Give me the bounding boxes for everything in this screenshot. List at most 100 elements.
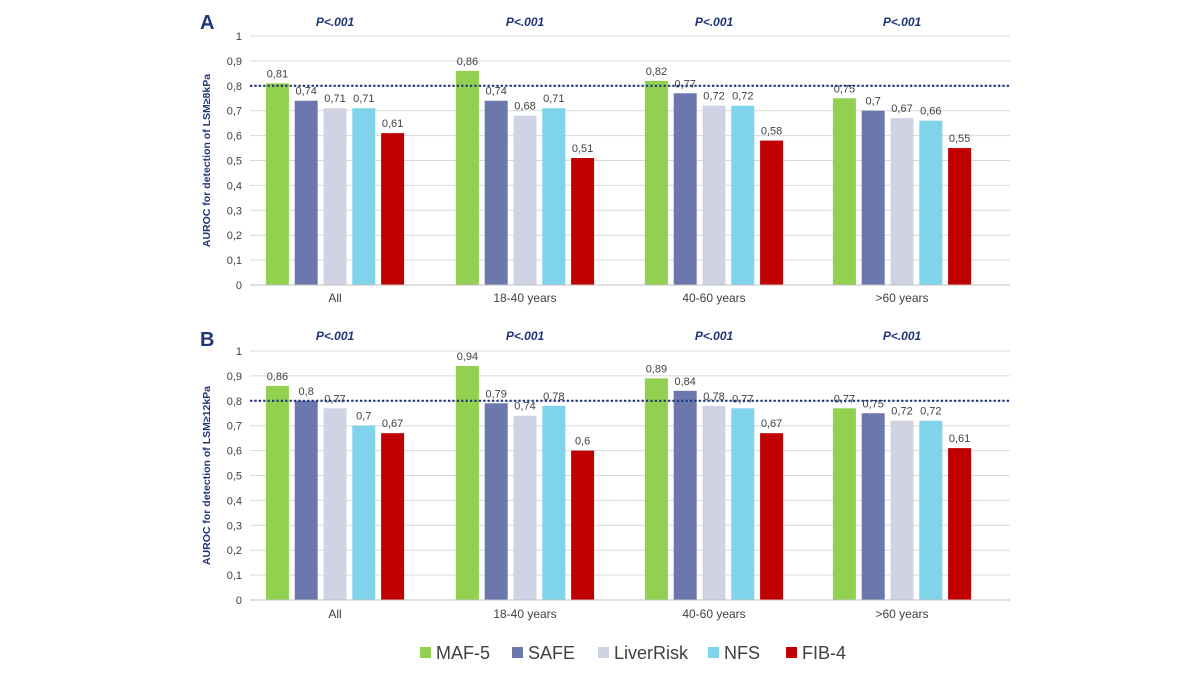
data-label: 0,84 <box>674 376 695 388</box>
bar-liverrisk <box>890 118 914 285</box>
data-label: 0,51 <box>572 143 593 155</box>
bar-maf-5 <box>265 385 289 600</box>
bar-nfs <box>731 408 755 600</box>
legend-label: SAFE <box>528 643 575 663</box>
legend-label: FIB-4 <box>802 643 846 663</box>
data-label: 0,67 <box>761 418 782 430</box>
data-label: 0,77 <box>732 393 753 405</box>
x-category-label: 40-60 years <box>682 607 745 621</box>
y-tick-label: 0,1 <box>227 570 242 582</box>
bar-liverrisk <box>323 108 347 286</box>
bar-safe <box>861 110 885 285</box>
data-label: 0,74 <box>295 86 316 98</box>
data-label: 0,68 <box>514 101 535 113</box>
bar-safe <box>673 390 697 600</box>
y-axis-label: AUROC for detection of LSM≥12kPa <box>201 386 213 565</box>
data-label: 0,77 <box>834 393 855 405</box>
x-category-label: >60 years <box>875 607 928 621</box>
panel-label: A <box>200 12 214 34</box>
y-tick-label: 0,2 <box>227 230 242 242</box>
p-value-label: P<.001 <box>883 15 922 29</box>
y-tick-label: 0,8 <box>227 81 242 93</box>
y-tick-label: 0,1 <box>227 255 242 267</box>
data-label: 0,7 <box>866 96 881 108</box>
y-tick-label: 0,7 <box>227 106 242 118</box>
data-label: 0,8 <box>299 386 314 398</box>
bar-fib-4 <box>571 158 595 285</box>
y-tick-label: 1 <box>236 31 242 43</box>
data-label: 0,74 <box>514 401 535 413</box>
bar-safe <box>673 93 697 286</box>
data-label: 0,55 <box>949 133 970 145</box>
bar-nfs <box>731 105 755 285</box>
bar-fib-4 <box>571 450 595 600</box>
data-label: 0,71 <box>324 93 345 105</box>
legend-label: NFS <box>724 643 760 663</box>
bar-fib-4 <box>381 133 405 285</box>
bar-safe <box>484 403 508 600</box>
y-tick-label: 0 <box>236 595 242 607</box>
y-tick-label: 0,6 <box>227 446 242 458</box>
data-label: 0,81 <box>267 68 288 80</box>
p-value-label: P<.001 <box>883 329 922 343</box>
bar-nfs <box>919 120 943 285</box>
bar-nfs <box>542 405 566 600</box>
bar-liverrisk <box>513 115 537 286</box>
chart-panel-a: 0 0,1 0,2 0,3 0,4 0,5 0,6 0,7 0,8 0,9 1 A AUROC for … <box>200 12 1010 305</box>
p-value-label: P<.001 <box>506 15 545 29</box>
data-label: 0,72 <box>703 91 724 103</box>
data-label: 0,67 <box>382 418 403 430</box>
legend-swatch-safe <box>512 647 523 658</box>
legend-swatch-liverrisk <box>598 647 609 658</box>
p-value-label: P<.001 <box>506 329 545 343</box>
y-tick-label: 0,3 <box>227 205 242 217</box>
bar-liverrisk <box>890 420 914 600</box>
x-category-label: >60 years <box>875 291 928 305</box>
data-label: 0,67 <box>891 103 912 115</box>
x-category-label: 18-40 years <box>493 291 556 305</box>
y-tick-label: 0,3 <box>227 520 242 532</box>
y-tick-label: 0,4 <box>227 495 242 507</box>
bar-maf-5 <box>832 408 856 600</box>
bar-maf-5 <box>832 98 856 285</box>
y-tick-label: 0,9 <box>227 371 242 383</box>
data-label: 0,74 <box>485 86 506 98</box>
p-value-label: P<.001 <box>316 15 355 29</box>
legend-swatch-maf-5 <box>420 647 431 658</box>
data-label: 0,61 <box>949 433 970 445</box>
y-tick-label: 0,6 <box>227 131 242 143</box>
bar-safe <box>294 100 318 286</box>
data-label: 0,82 <box>646 66 667 78</box>
bar-nfs <box>919 420 943 600</box>
y-tick-label: 0,4 <box>227 180 242 192</box>
data-label: 0,58 <box>761 126 782 138</box>
bar-nfs <box>542 108 566 286</box>
bar-liverrisk <box>702 105 726 285</box>
data-label: 0,71 <box>353 93 374 105</box>
data-label: 0,72 <box>732 91 753 103</box>
bar-safe <box>294 400 318 600</box>
x-category-label: 18-40 years <box>493 607 556 621</box>
bar-nfs <box>352 108 376 286</box>
y-tick-label: 1 <box>236 346 242 358</box>
x-category-label: All <box>328 607 341 621</box>
legend-swatch-nfs <box>708 647 719 658</box>
data-label: 0,79 <box>485 388 506 400</box>
bar-fib-4 <box>760 140 784 285</box>
data-label: 0,72 <box>920 406 941 418</box>
y-axis-label: AUROC for detection of LSM≥8kPa <box>201 74 213 247</box>
y-tick-label: 0,8 <box>227 396 242 408</box>
y-tick-label: 0,5 <box>227 471 242 483</box>
bar-maf-5 <box>455 70 479 285</box>
legend-label: LiverRisk <box>614 643 689 663</box>
chart-panel-b: 0 0,1 0,2 0,3 0,4 0,5 0,6 0,7 0,8 0,9 1 B AUROC for … <box>200 329 1010 621</box>
data-label: 0,7 <box>356 411 371 423</box>
bar-maf-5 <box>455 365 479 600</box>
panel-label: B <box>200 329 214 351</box>
data-label: 0,6 <box>575 436 590 448</box>
x-category-label: All <box>328 291 341 305</box>
legend-swatch-fib-4 <box>786 647 797 658</box>
bar-maf-5 <box>644 378 668 600</box>
